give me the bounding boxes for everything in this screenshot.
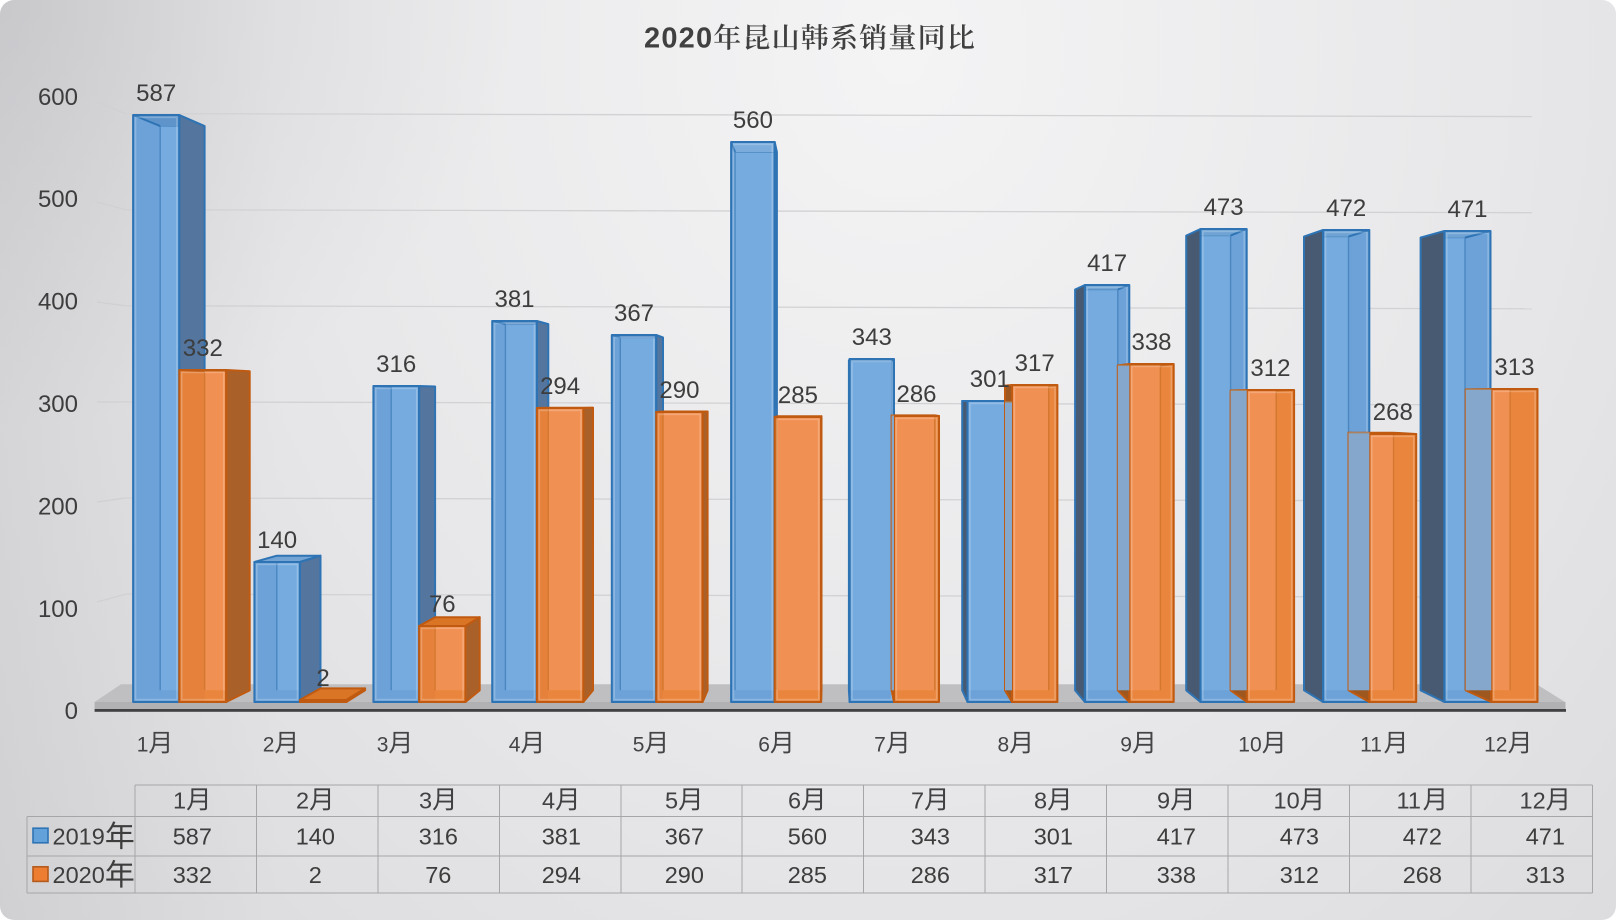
svg-text:9: 9 [1157, 787, 1170, 813]
svg-text:286: 286 [911, 862, 950, 888]
svg-text:560: 560 [788, 824, 827, 850]
svg-text:472: 472 [1403, 824, 1442, 850]
svg-text:301: 301 [1034, 824, 1073, 850]
svg-text:8: 8 [998, 734, 1010, 757]
svg-text:290: 290 [659, 377, 699, 404]
svg-text:76: 76 [425, 862, 451, 888]
svg-text:2: 2 [296, 787, 309, 813]
svg-text:381: 381 [542, 824, 581, 850]
svg-text:300: 300 [38, 391, 78, 418]
svg-text:12: 12 [1520, 787, 1546, 813]
svg-text:338: 338 [1131, 329, 1171, 356]
svg-text:472: 472 [1326, 195, 1366, 222]
svg-text:417: 417 [1157, 824, 1196, 850]
svg-text:367: 367 [665, 824, 704, 850]
svg-text:301: 301 [970, 366, 1010, 393]
svg-text:7: 7 [911, 787, 924, 813]
svg-text:2019: 2019 [53, 824, 105, 850]
svg-text:316: 316 [376, 351, 416, 378]
svg-text:343: 343 [852, 324, 892, 351]
svg-text:10: 10 [1274, 787, 1300, 813]
svg-text:3: 3 [419, 787, 432, 813]
svg-text:268: 268 [1403, 862, 1442, 888]
svg-text:3: 3 [377, 734, 389, 757]
svg-text:600: 600 [38, 84, 78, 111]
svg-text:312: 312 [1280, 862, 1319, 888]
svg-text:2020: 2020 [644, 23, 713, 55]
svg-text:381: 381 [494, 286, 534, 313]
svg-text:9: 9 [1120, 734, 1132, 757]
svg-text:6: 6 [758, 734, 770, 757]
svg-text:2: 2 [309, 862, 322, 888]
svg-text:313: 313 [1494, 354, 1534, 381]
svg-text:285: 285 [788, 862, 827, 888]
svg-text:11: 11 [1397, 787, 1421, 813]
svg-text:471: 471 [1526, 824, 1565, 850]
svg-text:2: 2 [263, 734, 275, 757]
svg-text:473: 473 [1204, 194, 1244, 221]
svg-text:500: 500 [38, 186, 78, 213]
svg-text:587: 587 [136, 80, 176, 107]
svg-text:200: 200 [38, 494, 78, 521]
svg-text:2020: 2020 [53, 862, 105, 888]
svg-text:471: 471 [1447, 196, 1487, 223]
svg-text:76: 76 [429, 591, 456, 618]
svg-text:12: 12 [1484, 734, 1507, 757]
svg-text:417: 417 [1087, 250, 1127, 277]
svg-text:6: 6 [788, 787, 801, 813]
svg-text:0: 0 [65, 698, 78, 725]
svg-text:332: 332 [183, 335, 223, 362]
svg-text:313: 313 [1526, 862, 1565, 888]
svg-text:8: 8 [1034, 787, 1047, 813]
svg-text:4: 4 [509, 734, 521, 757]
svg-text:140: 140 [296, 824, 335, 850]
svg-text:587: 587 [173, 824, 212, 850]
svg-text:367: 367 [614, 300, 654, 327]
svg-text:10: 10 [1238, 734, 1261, 757]
svg-text:400: 400 [38, 289, 78, 316]
svg-text:2: 2 [316, 665, 329, 692]
svg-text:100: 100 [38, 596, 78, 623]
svg-text:560: 560 [733, 107, 773, 134]
svg-text:343: 343 [911, 824, 950, 850]
svg-text:286: 286 [896, 381, 936, 408]
svg-text:294: 294 [540, 373, 580, 400]
svg-text:1: 1 [173, 787, 186, 813]
svg-text:316: 316 [419, 824, 458, 850]
svg-text:5: 5 [633, 734, 645, 757]
svg-text:5: 5 [665, 787, 678, 813]
svg-text:290: 290 [665, 862, 704, 888]
svg-text:317: 317 [1034, 862, 1073, 888]
svg-text:473: 473 [1280, 824, 1319, 850]
svg-text:285: 285 [778, 382, 818, 409]
svg-text:140: 140 [257, 527, 297, 554]
svg-text:268: 268 [1373, 399, 1413, 426]
svg-text:312: 312 [1250, 355, 1290, 382]
svg-text:4: 4 [542, 787, 555, 813]
svg-text:294: 294 [542, 862, 581, 888]
svg-text:332: 332 [173, 862, 212, 888]
svg-text:7: 7 [874, 734, 886, 757]
svg-text:317: 317 [1015, 350, 1055, 377]
svg-text:1: 1 [137, 734, 149, 757]
svg-text:11: 11 [1360, 734, 1382, 757]
svg-text:338: 338 [1157, 862, 1196, 888]
